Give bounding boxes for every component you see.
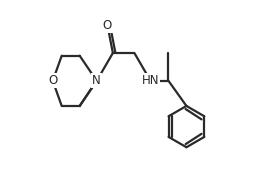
Text: O: O (103, 19, 112, 32)
Text: HN: HN (142, 74, 159, 87)
Text: O: O (48, 74, 57, 87)
Text: N: N (92, 74, 101, 87)
